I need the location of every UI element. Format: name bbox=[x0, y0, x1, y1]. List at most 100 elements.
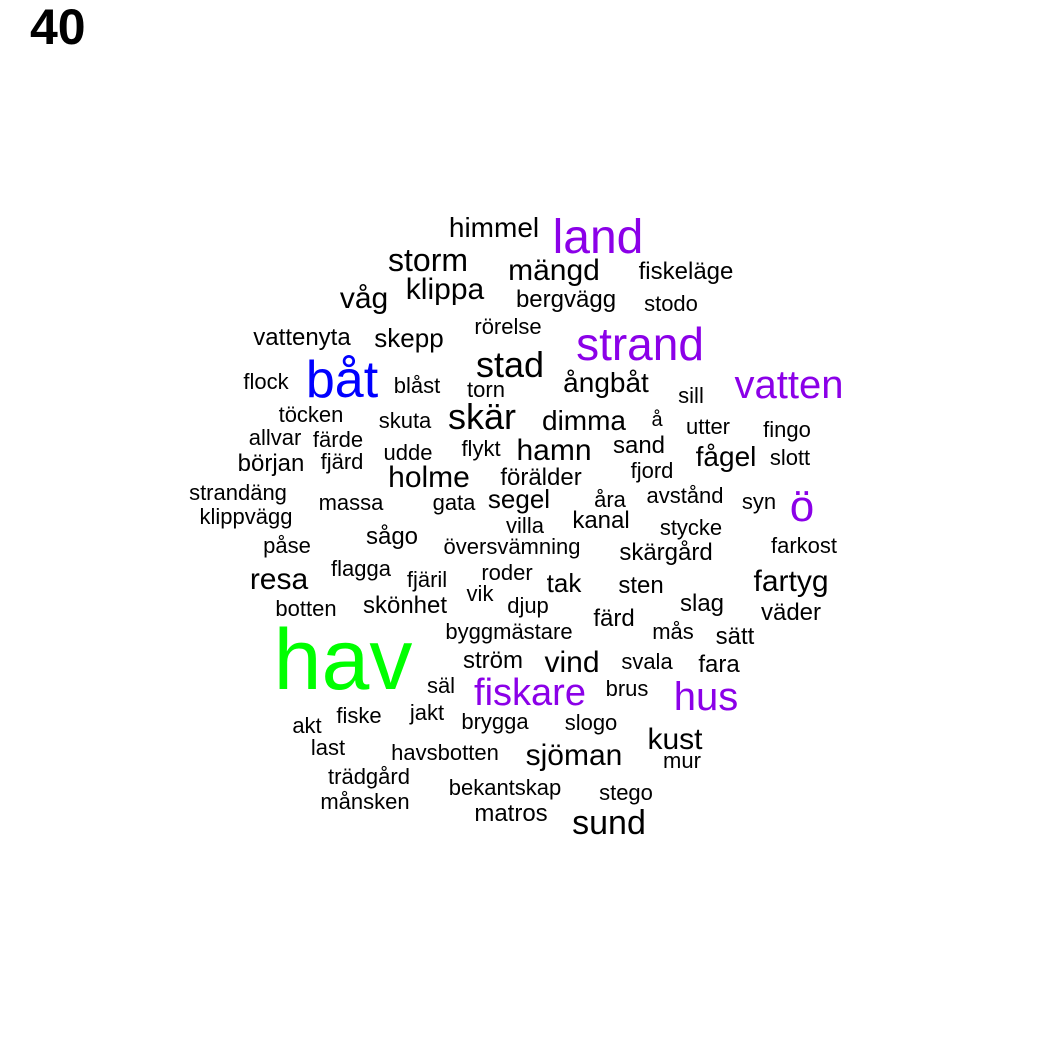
word-fartyg: fartyg bbox=[753, 565, 829, 598]
word-farkost: farkost bbox=[770, 533, 838, 558]
word-vattenyta: vattenyta bbox=[253, 324, 351, 351]
word-klippvägg: klippvägg bbox=[199, 504, 293, 529]
word-skönhet: skönhet bbox=[362, 592, 448, 619]
word-båt: båt bbox=[305, 351, 379, 409]
word-sätt: sätt bbox=[715, 623, 755, 650]
page-number: 40 bbox=[30, 0, 86, 55]
word-stad: stad bbox=[475, 344, 545, 385]
word-skepp: skepp bbox=[374, 323, 444, 353]
word-trädgård: trädgård bbox=[328, 764, 410, 789]
word-skärgård: skärgård bbox=[619, 539, 713, 566]
word-stego: stego bbox=[599, 780, 653, 805]
word-akt: akt bbox=[292, 713, 322, 738]
word-tak: tak bbox=[546, 568, 582, 598]
word-segel: segel bbox=[487, 484, 551, 514]
word-flykt: flykt bbox=[461, 436, 501, 461]
word-vatten: vatten bbox=[734, 363, 844, 407]
word-fara: fara bbox=[698, 651, 740, 678]
word-havsbotten: havsbotten bbox=[391, 740, 499, 765]
word-himmel: himmel bbox=[448, 212, 540, 243]
word-fiske: fiske bbox=[336, 703, 382, 728]
word-å: å bbox=[651, 409, 663, 431]
word-väder: väder bbox=[760, 599, 822, 626]
word-udde: udde bbox=[383, 440, 433, 465]
word-strand: strand bbox=[576, 318, 704, 370]
word-strandäng: strandäng bbox=[189, 480, 287, 505]
word-kanal: kanal bbox=[572, 507, 630, 534]
word-vik: vik bbox=[466, 581, 494, 606]
word-påse: påse bbox=[263, 533, 311, 558]
word-botten: botten bbox=[275, 596, 337, 621]
word-säl: säl bbox=[426, 673, 456, 698]
word-ångbåt: ångbåt bbox=[563, 367, 649, 398]
word-fågel: fågel bbox=[695, 441, 757, 472]
word-fjord: fjord bbox=[630, 458, 674, 483]
word-fjäril: fjäril bbox=[406, 567, 448, 592]
word-land: land bbox=[552, 211, 644, 264]
word-sund: sund bbox=[572, 804, 646, 842]
word-last: last bbox=[310, 735, 346, 760]
word-flagga: flagga bbox=[331, 556, 391, 581]
word-sill: sill bbox=[678, 383, 704, 408]
word-ö: ö bbox=[789, 482, 815, 531]
word-översvämning: översvämning bbox=[443, 534, 581, 559]
word-kust: kust bbox=[647, 723, 703, 756]
word-mängd: mängd bbox=[508, 254, 600, 287]
word-slogo: slogo bbox=[564, 710, 618, 735]
word-sand: sand bbox=[612, 432, 666, 459]
word-fjärd: fjärd bbox=[320, 449, 364, 474]
word-månsken: månsken bbox=[320, 789, 410, 814]
word-sågo: sågo bbox=[365, 523, 419, 550]
word-utter: utter bbox=[685, 414, 731, 439]
word-mur: mur bbox=[663, 748, 701, 773]
word-ström: ström bbox=[463, 647, 523, 674]
word-blåst: blåst bbox=[393, 373, 441, 398]
word-roder: roder bbox=[481, 560, 533, 585]
word-svala: svala bbox=[621, 649, 673, 674]
word-klippa: klippa bbox=[405, 273, 485, 306]
word-avstånd: avstånd bbox=[646, 483, 724, 508]
word-töcken: töcken bbox=[278, 402, 344, 427]
word-holme: holme bbox=[388, 461, 470, 494]
word-massa: massa bbox=[318, 490, 384, 515]
word-sten: sten bbox=[618, 572, 664, 599]
word-hus: hus bbox=[673, 675, 739, 719]
word-byggmästare: byggmästare bbox=[445, 619, 573, 644]
word-villa: villa bbox=[506, 513, 544, 538]
word-dimma: dimma bbox=[541, 405, 627, 436]
word-torn: torn bbox=[467, 377, 505, 402]
word-brus: brus bbox=[605, 676, 649, 701]
word-storm: storm bbox=[388, 242, 468, 278]
word-hamn: hamn bbox=[516, 434, 592, 467]
word-jakt: jakt bbox=[409, 700, 445, 725]
word-sjöman: sjöman bbox=[525, 739, 623, 772]
word-djup: djup bbox=[507, 593, 549, 618]
word-rörelse: rörelse bbox=[474, 314, 542, 339]
word-skuta: skuta bbox=[378, 408, 432, 433]
word-stodo: stodo bbox=[644, 291, 698, 316]
word-stycke: stycke bbox=[659, 515, 723, 540]
word-brygga: brygga bbox=[461, 709, 529, 734]
word-bekantskap: bekantskap bbox=[448, 775, 562, 800]
word-syn: syn bbox=[741, 489, 777, 514]
word-skär: skär bbox=[447, 396, 517, 437]
word-färd: färd bbox=[593, 605, 635, 632]
word-fingo: fingo bbox=[763, 417, 811, 442]
word-fiskare: fiskare bbox=[474, 672, 586, 714]
word-fiskeläge: fiskeläge bbox=[638, 258, 734, 285]
word-gata: gata bbox=[432, 490, 476, 515]
word-slott: slott bbox=[769, 445, 811, 470]
word-färde: färde bbox=[312, 427, 364, 452]
word-flock: flock bbox=[243, 369, 289, 394]
word-början: början bbox=[237, 450, 305, 477]
word-förälder: förälder bbox=[500, 464, 582, 491]
word-hav: hav bbox=[273, 612, 413, 708]
word-matros: matros bbox=[474, 800, 548, 827]
word-åra: åra bbox=[594, 487, 626, 512]
word-bergvägg: bergvägg bbox=[515, 286, 617, 313]
word-vind: vind bbox=[544, 646, 600, 679]
word-slag: slag bbox=[679, 590, 725, 617]
word-resa: resa bbox=[249, 563, 309, 596]
word-våg: våg bbox=[339, 282, 389, 315]
